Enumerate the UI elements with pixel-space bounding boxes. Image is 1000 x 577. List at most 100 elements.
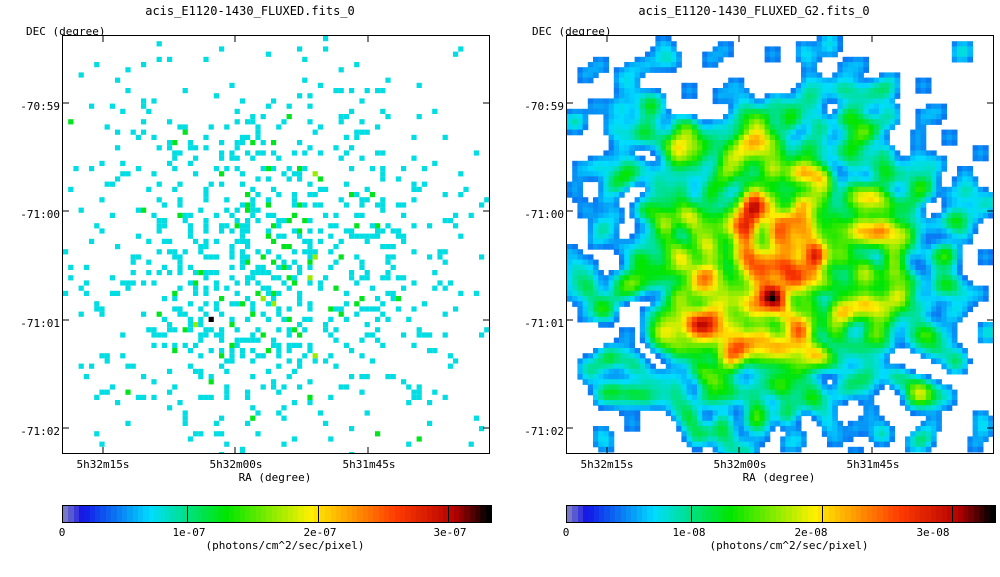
smoothed-pixel bbox=[806, 238, 812, 245]
event-pixel bbox=[421, 181, 427, 187]
smoothed-pixel bbox=[837, 270, 844, 276]
smoothed-pixel bbox=[754, 280, 760, 287]
smoothed-pixel bbox=[707, 348, 714, 354]
colorbar-segment bbox=[159, 506, 166, 522]
smoothed-pixel bbox=[951, 280, 958, 287]
smoothed-pixel bbox=[743, 145, 750, 151]
smoothed-pixel bbox=[712, 181, 719, 188]
smoothed-pixel bbox=[676, 186, 682, 193]
smoothed-pixel bbox=[811, 311, 818, 318]
event-pixel bbox=[234, 342, 240, 348]
smoothed-pixel bbox=[775, 327, 781, 333]
smoothed-pixel bbox=[847, 280, 854, 287]
event-pixel bbox=[203, 134, 209, 140]
event-pixel bbox=[291, 368, 297, 374]
smoothed-pixel bbox=[691, 264, 698, 271]
smoothed-pixel bbox=[717, 368, 724, 375]
event-pixel bbox=[234, 337, 240, 343]
smoothed-pixel bbox=[655, 332, 662, 339]
smoothed-pixel bbox=[764, 176, 771, 183]
smoothed-pixel bbox=[931, 233, 937, 240]
smoothed-pixel bbox=[977, 207, 984, 214]
smoothed-pixel bbox=[977, 327, 984, 333]
smoothed-pixel bbox=[936, 103, 942, 110]
smoothed-pixel bbox=[925, 82, 932, 89]
event-pixel bbox=[437, 254, 443, 260]
smoothed-pixel bbox=[691, 254, 698, 261]
smoothed-pixel bbox=[582, 197, 589, 203]
smoothed-pixel bbox=[681, 212, 688, 219]
heatmap-plot-raw[interactable] bbox=[62, 35, 490, 454]
smoothed-pixel bbox=[650, 62, 656, 68]
smoothed-pixel bbox=[645, 93, 651, 99]
smoothed-pixel bbox=[837, 181, 844, 188]
event-pixel bbox=[125, 363, 131, 369]
smoothed-pixel bbox=[593, 264, 599, 271]
smoothed-pixel bbox=[619, 249, 625, 255]
smoothed-pixel bbox=[645, 181, 651, 188]
smoothed-pixel bbox=[582, 311, 589, 318]
event-pixel bbox=[312, 192, 318, 198]
smoothed-pixel bbox=[608, 207, 615, 214]
event-pixel bbox=[229, 155, 235, 161]
smoothed-pixel bbox=[905, 316, 911, 323]
event-pixel bbox=[369, 192, 375, 198]
smoothed-pixel bbox=[639, 145, 646, 151]
smoothed-pixel bbox=[686, 363, 693, 370]
smoothed-pixel bbox=[905, 275, 911, 281]
smoothed-pixel bbox=[754, 238, 760, 245]
event-pixel bbox=[156, 218, 162, 224]
smoothed-pixel bbox=[951, 233, 958, 240]
smoothed-pixel bbox=[598, 322, 604, 328]
smoothed-pixel bbox=[899, 322, 906, 328]
smoothed-pixel bbox=[801, 332, 807, 339]
smoothed-pixel bbox=[769, 238, 776, 245]
smoothed-pixel bbox=[801, 342, 807, 349]
smoothed-pixel bbox=[723, 348, 729, 354]
smoothed-pixel bbox=[743, 207, 750, 214]
smoothed-pixel bbox=[639, 192, 646, 198]
smoothed-pixel bbox=[681, 327, 688, 333]
smoothed-pixel bbox=[775, 254, 781, 261]
event-pixel bbox=[167, 145, 173, 151]
smoothed-pixel bbox=[873, 363, 880, 370]
smoothed-pixel bbox=[806, 93, 812, 99]
smoothed-pixel bbox=[863, 103, 870, 110]
smoothed-pixel bbox=[905, 186, 911, 193]
smoothed-pixel bbox=[899, 244, 906, 250]
smoothed-pixel bbox=[707, 270, 714, 276]
smoothed-pixel bbox=[712, 368, 719, 375]
smoothed-pixel bbox=[894, 327, 901, 333]
smoothed-pixel bbox=[712, 254, 719, 261]
smoothed-pixel bbox=[764, 108, 771, 115]
event-pixel bbox=[442, 249, 448, 255]
smoothed-pixel bbox=[853, 202, 859, 209]
smoothed-pixel bbox=[577, 270, 584, 276]
event-pixel bbox=[260, 254, 266, 260]
smoothed-pixel bbox=[743, 166, 750, 172]
smoothed-pixel bbox=[743, 228, 750, 235]
smoothed-pixel bbox=[884, 171, 890, 177]
smoothed-pixel bbox=[868, 238, 875, 245]
smoothed-pixel bbox=[780, 301, 786, 307]
smoothed-pixel bbox=[816, 233, 823, 240]
smoothed-pixel bbox=[925, 114, 932, 120]
event-pixel bbox=[245, 389, 251, 395]
smoothed-pixel bbox=[691, 301, 698, 307]
smoothed-pixel bbox=[806, 62, 812, 68]
smoothed-pixel bbox=[603, 368, 610, 375]
smoothed-pixel bbox=[671, 192, 677, 198]
smoothed-pixel bbox=[889, 197, 896, 203]
smoothed-pixel bbox=[832, 197, 838, 203]
smoothed-pixel bbox=[832, 290, 838, 297]
smoothed-pixel bbox=[821, 358, 828, 365]
event-pixel bbox=[323, 327, 329, 333]
smoothed-pixel bbox=[957, 306, 963, 313]
heatmap-plot-smoothed[interactable] bbox=[566, 35, 994, 454]
event-pixel bbox=[229, 275, 235, 281]
smoothed-pixel bbox=[837, 353, 844, 359]
smoothed-pixel bbox=[863, 155, 870, 162]
smoothed-pixel bbox=[660, 254, 667, 261]
smoothed-pixel bbox=[790, 264, 797, 271]
smoothed-pixel bbox=[785, 192, 792, 198]
